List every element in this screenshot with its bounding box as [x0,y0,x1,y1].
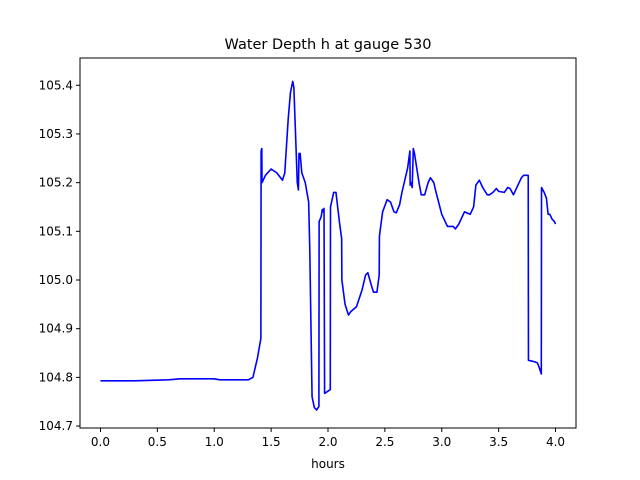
x-tick-label: 4.0 [546,435,565,449]
y-tick-label: 105.1 [39,224,73,238]
y-tick-label: 105.4 [39,78,73,92]
series-line-0 [100,80,557,411]
x-tick-label: 1.0 [205,435,224,449]
chart-title: Water Depth h at gauge 530 [225,37,432,53]
y-tick-label: 105.0 [39,273,73,287]
axes-frame [79,57,577,429]
y-tick-label: 104.8 [39,370,73,384]
x-tick-label: 2.5 [375,435,394,449]
x-tick-label: 3.5 [489,435,508,449]
x-tick-label: 3.0 [432,435,451,449]
x-tick-label: 1.5 [262,435,281,449]
x-axis-label: hours [311,457,345,471]
y-tick-label: 104.7 [39,419,73,433]
x-tick-label: 0.5 [148,435,167,449]
y-tick-label: 104.9 [39,322,73,336]
x-tick-label: 2.0 [318,435,337,449]
axis-ticks: 0.0 0.5 1.0 1.5 2.0 2.5 3.0 3.5 4.0 104.7 104.8 104… [39,78,565,449]
y-tick-label: 105.3 [39,127,73,141]
plot-area [100,80,557,411]
y-tick-label: 105.2 [39,176,73,190]
x-tick-label: 0.0 [91,435,110,449]
